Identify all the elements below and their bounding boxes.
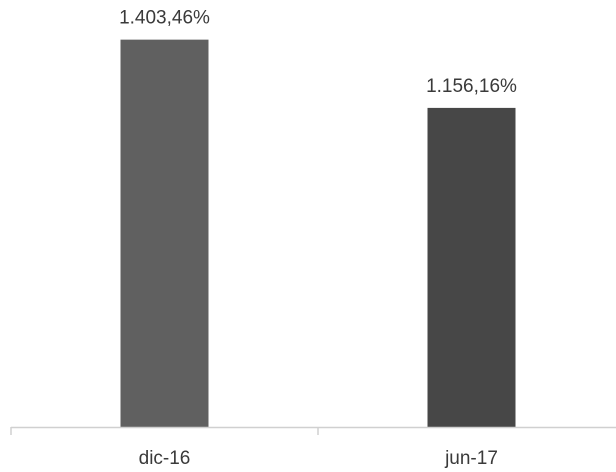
- data-label-dic-16: 1.403,46%: [119, 8, 210, 29]
- bar-jun-17: [428, 108, 516, 427]
- x-tick-label-dic-16: dic-16: [139, 448, 191, 469]
- bar-dic-16: [121, 40, 209, 427]
- x-axis-tick-labels-group: dic-16 jun-17: [139, 448, 498, 469]
- bars-group: [121, 40, 516, 427]
- data-label-jun-17: 1.156,16%: [426, 76, 517, 97]
- x-tick-label-jun-17: jun-17: [444, 448, 498, 469]
